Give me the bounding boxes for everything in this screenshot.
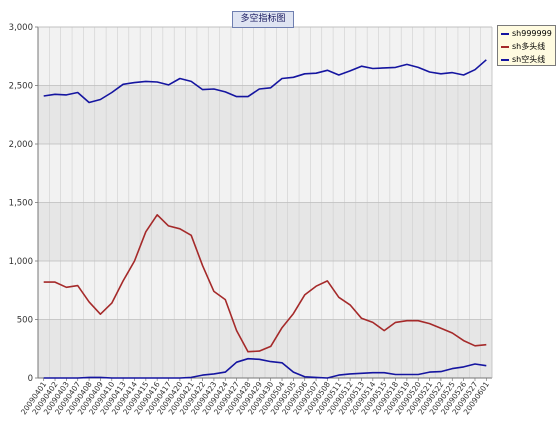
y-tick-label: 0 bbox=[28, 374, 33, 384]
legend-swatch-bear-line bbox=[501, 58, 509, 61]
legend-item-bear-line: sh空头线 bbox=[498, 53, 555, 66]
legend-swatch-bull-line bbox=[501, 45, 509, 48]
y-tick-label: 2,500 bbox=[9, 82, 33, 92]
y-tick-label: 1,500 bbox=[9, 199, 33, 209]
legend-item-bull-line: sh多头线 bbox=[498, 40, 555, 53]
legend: sh999999 sh多头线 sh空头线 bbox=[497, 25, 556, 66]
series-line-1 bbox=[43, 214, 487, 353]
legend-swatch-sh999999 bbox=[501, 32, 509, 35]
y-tick-label: 3,000 bbox=[9, 23, 33, 33]
legend-label-bear-line: sh空头线 bbox=[512, 55, 546, 64]
y-tick-label: 2,000 bbox=[9, 140, 33, 150]
legend-item-sh999999: sh999999 bbox=[498, 27, 555, 40]
series-line-2 bbox=[43, 357, 487, 379]
legend-label-sh999999: sh999999 bbox=[512, 29, 552, 38]
chart-title: 多空指标图 bbox=[232, 11, 294, 28]
series-line-0 bbox=[43, 59, 487, 104]
legend-label-bull-line: sh多头线 bbox=[512, 42, 546, 51]
y-tick-label: 1,000 bbox=[9, 257, 33, 267]
y-tick-label: 500 bbox=[17, 316, 33, 326]
